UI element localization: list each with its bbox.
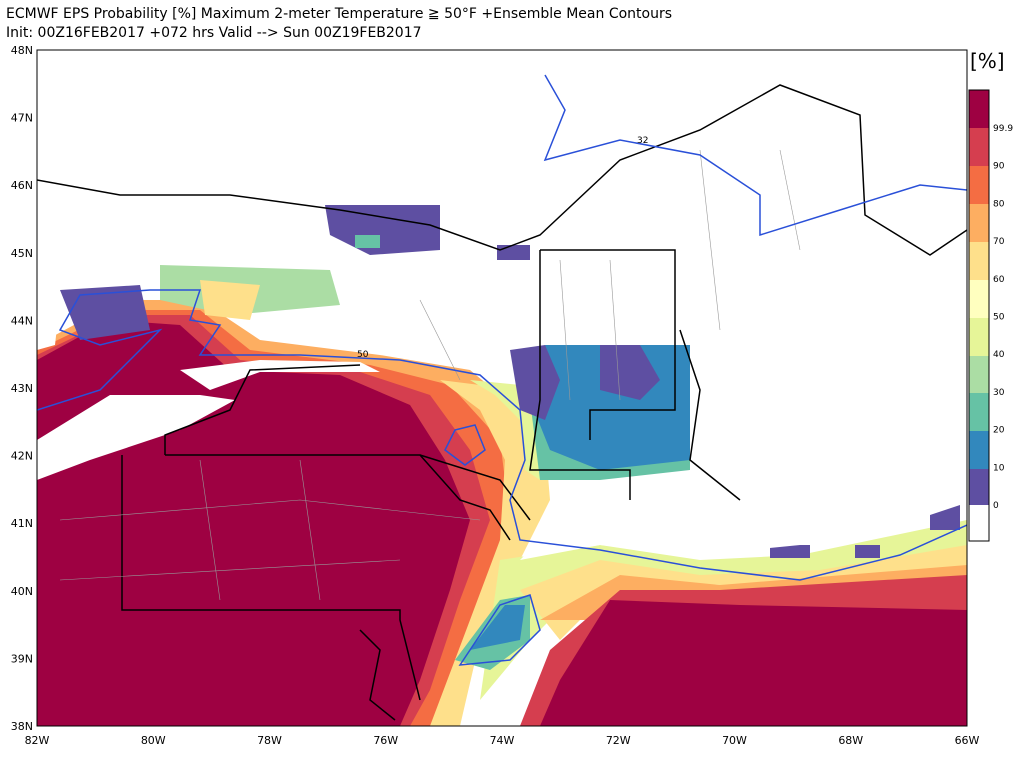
colorbar-label: 90 [993, 162, 1005, 172]
colorbar-label: 99.9 [993, 124, 1013, 134]
colorbar-label: 50 [993, 313, 1005, 323]
title: ECMWF EPS Probability [%] Maximum 2-mete… [6, 6, 672, 22]
lon-label: 76W [373, 734, 398, 747]
lat-label: 47N [11, 112, 33, 125]
colorbar-label: 80 [993, 199, 1005, 209]
colorbar-label: 70 [993, 237, 1005, 247]
subtitle: Init: 00Z16FEB2017 +072 hrs Valid --> Su… [6, 25, 422, 41]
lat-label: 43N [11, 382, 33, 395]
colorbar-unit: [%] [970, 49, 1005, 73]
lat-label: 42N [11, 450, 33, 463]
colorbar-label: 20 [993, 426, 1005, 436]
lat-label: 40N [11, 585, 33, 598]
lon-label: 74W [490, 734, 515, 747]
colorbar-label: 0 [993, 501, 999, 511]
colorbar-label: 60 [993, 275, 1005, 285]
colorbar-label: 40 [993, 350, 1005, 360]
lon-label: 70W [722, 734, 747, 747]
colorbar-label: 30 [993, 388, 1005, 398]
lon-label: 78W [257, 734, 282, 747]
lat-label: 45N [11, 247, 33, 260]
colorbar-labels: 99.9 90 80 70 60 50 40 30 20 10 0 [993, 124, 1013, 511]
colorbar-label: 10 [993, 463, 1005, 473]
map: 32 50 [37, 50, 967, 726]
lon-label: 80W [141, 734, 166, 747]
lon-label: 66W [955, 734, 980, 747]
lon-label: 72W [606, 734, 631, 747]
lat-label: 38N [11, 720, 33, 733]
contour-label: 50 [357, 350, 369, 360]
lat-label: 44N [11, 314, 33, 327]
lat-label: 39N [11, 652, 33, 665]
lat-label: 46N [11, 179, 33, 192]
axes: 82W 80W 78W 76W 74W 72W 70W 68W 66W 48N 47N 46N 45N 4… [11, 44, 980, 747]
lat-label: 48N [11, 44, 33, 57]
lon-label: 68W [838, 734, 863, 747]
colorbar [968, 89, 990, 542]
lon-label: 82W [25, 734, 50, 747]
contour-label: 32 [637, 136, 648, 146]
map-frame [36, 49, 968, 727]
lat-label: 41N [11, 517, 33, 530]
